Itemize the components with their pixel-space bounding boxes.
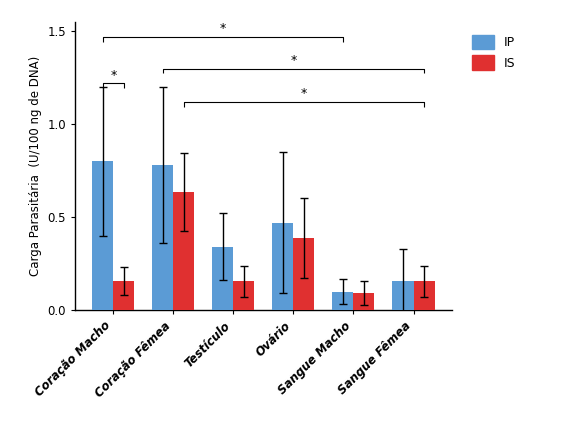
Text: *: * — [110, 69, 116, 82]
Bar — [212, 247, 233, 310]
Text: *: * — [290, 54, 296, 67]
Text: *: * — [220, 22, 226, 35]
Bar — [354, 293, 375, 310]
Bar — [294, 237, 314, 310]
Bar — [233, 281, 254, 310]
Bar — [332, 291, 354, 310]
Bar — [173, 192, 195, 310]
Bar — [93, 162, 113, 310]
Bar — [393, 281, 413, 310]
Bar — [113, 281, 134, 310]
Bar — [413, 281, 434, 310]
Bar — [152, 165, 173, 310]
Bar — [273, 223, 294, 310]
Text: *: * — [301, 87, 307, 100]
Legend: IP, IS: IP, IS — [466, 28, 522, 76]
Y-axis label: Carga Parasitária  (U/100 ng de DNA): Carga Parasitária (U/100 ng de DNA) — [29, 56, 42, 276]
